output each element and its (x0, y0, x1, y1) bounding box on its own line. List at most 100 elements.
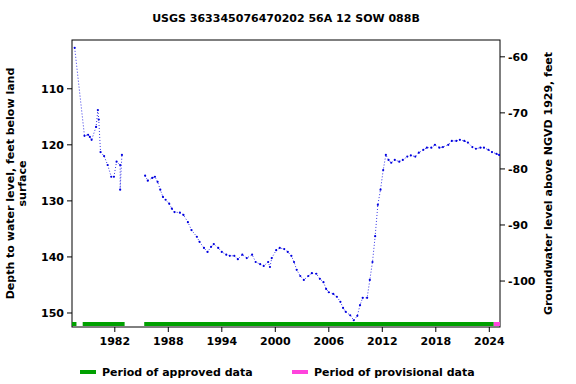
y2-tick (500, 112, 505, 113)
y2-tick (500, 168, 505, 169)
x-tick-label: 1982 (99, 335, 130, 348)
data-point (362, 297, 364, 299)
y-tick-label: 150 (41, 307, 64, 320)
data-point (495, 153, 497, 155)
data-point (95, 126, 97, 128)
x-tick (275, 327, 276, 332)
legend-swatch (292, 370, 308, 374)
data-point (98, 118, 100, 120)
data-point (359, 304, 361, 306)
data-point (293, 261, 295, 263)
data-point (187, 221, 189, 223)
data-point (221, 251, 223, 253)
data-point (275, 249, 277, 251)
data-point (382, 169, 384, 171)
data-point (269, 266, 271, 268)
data-point (451, 140, 453, 142)
data-point (328, 291, 330, 293)
period-bar (83, 322, 125, 326)
data-point (475, 148, 477, 150)
data-point (107, 164, 109, 166)
data-point (498, 154, 500, 156)
data-point (332, 293, 334, 295)
data-point (414, 155, 416, 157)
legend-label: Period of approved data (102, 366, 253, 379)
y2-tick (500, 281, 505, 282)
data-point (165, 199, 167, 201)
data-point (87, 134, 89, 136)
data-point (91, 139, 93, 141)
data-point (315, 273, 317, 275)
data-point (311, 272, 313, 274)
data-point (263, 265, 265, 267)
data-point (339, 301, 341, 303)
data-point (463, 140, 465, 142)
data-point (356, 315, 358, 317)
y-tick (67, 256, 72, 257)
data-point (210, 246, 212, 248)
data-point (89, 136, 91, 138)
y-tick (67, 88, 72, 89)
data-point (151, 177, 153, 179)
data-point (213, 243, 215, 245)
title: USGS 363345076470202 56A 12 SOW 088B (152, 12, 420, 25)
data-point (113, 176, 115, 178)
data-point (374, 235, 376, 237)
data-point (296, 269, 298, 271)
data-point (371, 261, 373, 263)
data-point (459, 139, 461, 141)
data-point (438, 147, 440, 149)
x-tick-label: 2024 (474, 335, 505, 348)
data-point (434, 144, 436, 146)
data-point (369, 279, 371, 281)
data-point (322, 281, 324, 283)
x-tick (168, 327, 169, 332)
y-tick (67, 312, 72, 313)
data-point (366, 297, 368, 299)
data-point (271, 257, 273, 259)
data-point (487, 149, 489, 151)
period-bar (144, 322, 494, 326)
data-point (259, 263, 261, 265)
data-point (402, 159, 404, 161)
data-point (325, 288, 327, 290)
data-point (377, 204, 379, 206)
y2-tick-label: -100 (508, 275, 536, 288)
data-point (467, 141, 469, 143)
data-point (198, 241, 200, 243)
y-tick-label: 110 (41, 83, 64, 96)
data-point (159, 189, 161, 191)
data-point (206, 251, 208, 253)
y-tick (67, 144, 72, 145)
data-point (307, 275, 309, 277)
data-point (157, 181, 159, 183)
period-bar (494, 322, 500, 326)
x-tick (489, 327, 490, 332)
x-tick (382, 327, 383, 332)
data-point (144, 175, 146, 177)
x-tick (328, 327, 329, 332)
data-point (115, 161, 117, 163)
chart: USGS 363345076470202 56A 12 SOW 088B 110 1… (0, 0, 576, 384)
data-point (471, 146, 473, 148)
data-point (410, 154, 412, 156)
data-point (74, 47, 76, 49)
data-point (173, 211, 175, 213)
data-point (483, 147, 485, 149)
data-point (267, 261, 269, 263)
data-point (119, 189, 121, 191)
x-tick-label: 2018 (420, 335, 451, 348)
data-point (479, 147, 481, 149)
y-tick-label: 140 (41, 251, 64, 264)
data-point (422, 149, 424, 151)
data-point (168, 203, 170, 205)
data-point (246, 257, 248, 259)
data-point (171, 208, 173, 210)
y2-tick (500, 224, 505, 225)
y2-axis-label: Groundwater level above NGVD 1929, feet (542, 52, 555, 315)
data-point (83, 135, 85, 137)
data-point (251, 254, 253, 256)
data-point (418, 152, 420, 154)
x-tick-label: 2000 (260, 335, 291, 348)
data-point (225, 254, 227, 256)
